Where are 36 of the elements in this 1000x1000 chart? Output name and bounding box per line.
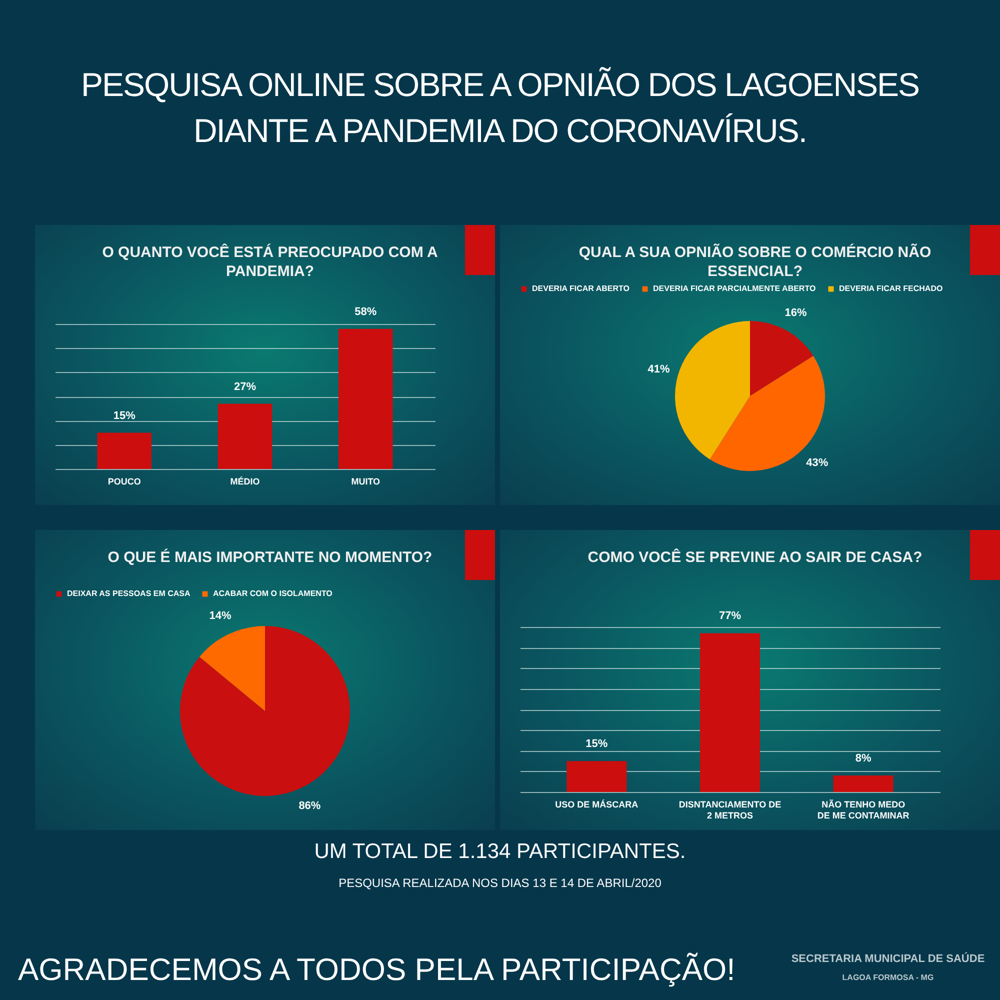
text: UM TOTAL DE 1.134 PARTICIPANTES. [313, 840, 687, 864]
x-tick-label: POUCO [108, 476, 141, 486]
data-label: 58% [354, 306, 377, 318]
pie-slice [200, 626, 265, 711]
data-label: 77% [718, 610, 742, 622]
data-label: 27% [234, 380, 256, 393]
text: AGRADECEMOS A TODOS PELA PARTICIPAÇÃO! [18, 952, 736, 988]
data-label: 14% [209, 610, 232, 622]
legend-label: DEVERIA FICAR ABERTO [532, 284, 630, 293]
x-tick-label: USO DE MÁSCARA [555, 800, 639, 810]
legend-label: ACABAR COM O ISOLAMENTO [213, 589, 332, 598]
chart-title: O QUANTO VOCÊ ESTÁ PREOCUPADO COM A PANDEMIA? [101, 243, 439, 281]
data-label: 8% [855, 752, 872, 764]
data-label: 16% [784, 306, 807, 319]
text: PESQUISA REALIZADA NOS DIAS 13 E 14 DE ABRIL/2020 [338, 876, 662, 890]
x-tick-label: NÃO TENHO MEDO DE ME CONTAMINAR [817, 798, 910, 820]
data-label: 41% [648, 363, 670, 376]
x-tick-label: MÉDIO [230, 476, 260, 486]
data-label: 43% [806, 457, 828, 470]
text: PESQUISA ONLINE SOBRE A OPNIÃO DOS LAGOENSES DIANTE A PANDEMIA DO CORONAVÍRUS. [80, 65, 920, 151]
x-tick-label: MUITO [351, 476, 380, 486]
pie-slice [180, 626, 350, 796]
chart-title: O QUE É MAIS IMPORTANTE NO MOMENTO? [106, 548, 434, 567]
pie-slice [750, 321, 814, 396]
chart-title: COMO VOCÊ SE PREVINE AO SAIR DE CASA? [586, 548, 924, 567]
data-label: 86% [298, 800, 321, 812]
x-tick-label: DISNTANCIAMENTO DE 2 METROS [678, 800, 782, 820]
pie-slice [675, 321, 750, 460]
text: SECRETARIA MUNICIPAL DE SAÚDE [790, 953, 986, 965]
chart-title: QUAL A SUA OPNIÃO SOBRE O COMÉRCIO NÃO ESSENCIAL? [578, 243, 932, 281]
legend-label: DEIXAR AS PESSOAS EM CASA [67, 589, 191, 598]
text: LAGOA FORMOSA - MG [841, 973, 935, 982]
legend-label: DEVERIA FICAR FECHADO [839, 284, 943, 293]
data-label: 15% [586, 738, 608, 750]
legend-label: DEVERIA FICAR PARCIALMENTE ABERTO [653, 284, 816, 293]
data-label: 15% [113, 410, 136, 422]
